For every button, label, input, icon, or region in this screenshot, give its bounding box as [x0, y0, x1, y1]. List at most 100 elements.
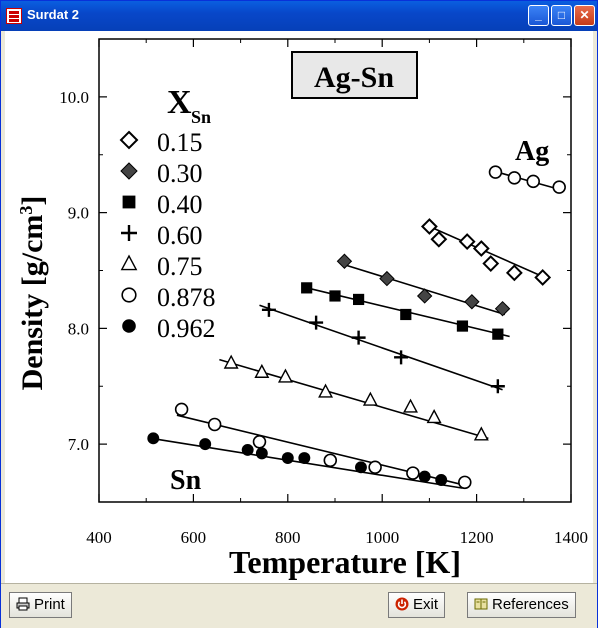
power-icon [395, 597, 409, 611]
data-point-7 [488, 165, 503, 179]
data-point-4 [362, 391, 378, 406]
data-point-5 [252, 435, 267, 449]
legend-label: 0.60 [157, 221, 203, 250]
data-point-5 [207, 417, 222, 432]
y-tick-label: 10.0 [59, 88, 89, 107]
window-title: Surdat 2 [27, 7, 80, 22]
fit-line-0 [429, 225, 548, 280]
chart-title: Ag-Sn [314, 61, 394, 94]
legend-label: 0.30 [157, 159, 203, 188]
references-label: References [492, 596, 569, 613]
data-point-1 [494, 300, 511, 317]
data-point-7 [507, 171, 522, 185]
chart-title-box [291, 51, 418, 99]
app-icon[interactable] [6, 8, 22, 24]
data-point-3 [490, 379, 505, 394]
data-point-3 [261, 302, 276, 317]
annotation-sn: Sn [170, 465, 202, 496]
title-bar[interactable]: Surdat 2 _ □ ✕ [1, 1, 597, 31]
annotation-ag: Ag [515, 136, 549, 167]
data-point-6 [435, 474, 448, 486]
x-tick-label: 600 [181, 528, 207, 547]
x-tick-label: 800 [275, 528, 301, 547]
data-point-0 [482, 255, 500, 272]
book-icon [474, 598, 488, 610]
data-point-1 [336, 253, 353, 269]
legend-marker [120, 254, 138, 271]
minimize-button[interactable]: _ [528, 5, 549, 26]
legend-label: 0.75 [157, 252, 203, 281]
data-point-2 [301, 282, 313, 294]
button-bar: Print Exit References [1, 583, 597, 628]
data-point-2 [329, 290, 341, 302]
data-point-2 [492, 328, 504, 340]
data-point-0 [430, 230, 448, 248]
chart-ticks: 400 600 800 1000 1200 1400 7.0 8.0 9.0 10.0 [59, 38, 588, 547]
data-point-1 [379, 270, 395, 287]
data-point-1 [464, 294, 480, 310]
data-point-6 [418, 470, 431, 483]
legend-marker [119, 130, 139, 150]
references-button[interactable]: References [467, 592, 576, 618]
data-point-7 [526, 174, 540, 189]
legend-label: 0.878 [157, 283, 216, 312]
data-point-5 [458, 475, 472, 490]
x-tick-label: 1000 [365, 528, 399, 547]
data-point-0 [458, 233, 476, 250]
data-point-0 [420, 218, 438, 235]
legend-label: 0.962 [157, 314, 216, 343]
data-point-6 [199, 438, 212, 451]
data-point-2 [400, 308, 412, 321]
data-point-6 [355, 461, 367, 474]
data-point-4 [426, 409, 442, 424]
data-point-5 [174, 402, 189, 417]
data-point-0 [472, 240, 490, 257]
close-button[interactable]: ✕ [574, 5, 595, 26]
data-point-6 [298, 452, 311, 464]
data-point-4 [473, 426, 489, 441]
data-point-2 [353, 293, 365, 306]
x-tick-label: 400 [86, 528, 112, 547]
data-point-4 [403, 398, 418, 413]
y-tick-label: 9.0 [68, 204, 89, 223]
x-tick-label: 1200 [460, 528, 494, 547]
x-axis-label: Temperature [K] [229, 544, 461, 580]
data-point-6 [281, 452, 294, 464]
legend-label: 0.40 [157, 190, 203, 219]
legend-subscript: Sn [191, 107, 211, 127]
legend-title: X [167, 84, 192, 121]
chart-panel: 400 600 800 1000 1200 1400 7.0 8.0 9.0 10.0 X Sn 0.… [5, 31, 593, 583]
data-point-5 [368, 460, 382, 475]
data-point-1 [416, 288, 433, 304]
legend-label: 0.15 [157, 128, 203, 157]
maximize-button[interactable]: □ [551, 5, 572, 26]
print-label: Print [34, 596, 65, 613]
x-tick-label: 1400 [554, 528, 588, 547]
y-axis-label: Density [g/cm3] [16, 196, 49, 391]
data-point-3 [351, 330, 366, 345]
printer-icon [16, 597, 30, 611]
print-button[interactable]: Print [9, 592, 72, 618]
exit-label: Exit [413, 596, 439, 613]
legend-marker [120, 162, 138, 180]
data-point-3 [309, 315, 324, 330]
y-axis-label-sup: 3 [16, 206, 36, 215]
legend-marker [122, 319, 136, 333]
data-point-2 [456, 320, 469, 332]
y-tick-label: 8.0 [68, 319, 89, 338]
data-point-4 [254, 363, 270, 378]
data-point-4 [277, 368, 293, 383]
data-point-6 [147, 432, 160, 445]
exit-button[interactable]: Exit [388, 592, 446, 618]
data-point-0 [505, 264, 523, 282]
data-point-0 [534, 269, 552, 286]
data-point-6 [241, 443, 254, 456]
y-axis-label-main: Density [g/cm [16, 215, 49, 391]
legend-marker [121, 287, 137, 303]
legend-marker [121, 225, 137, 241]
y-axis-label-end: ] [16, 196, 49, 206]
data-point-4 [223, 354, 239, 369]
